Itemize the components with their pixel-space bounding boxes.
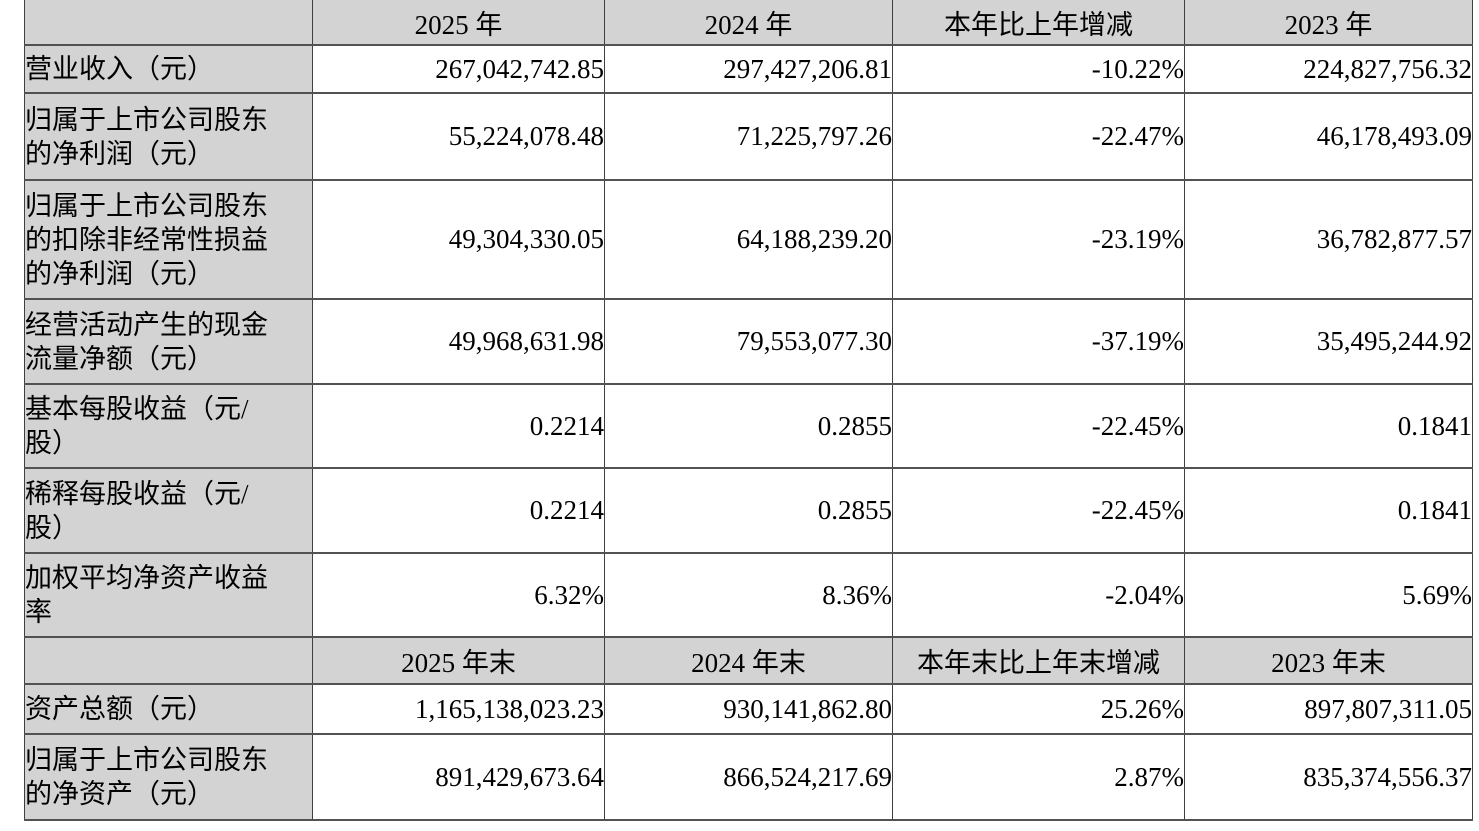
row-label: 归属于上市公司股东 的净利润（元） xyxy=(24,92,313,181)
value-2024: 8.36% xyxy=(604,552,893,638)
header-2023-end: 2023 年末 xyxy=(1184,636,1473,685)
header-period-end-change: 本年末比上年末增减 xyxy=(892,636,1185,685)
table-row-net-assets: 归属于上市公司股东 的净资产（元） 891,429,673.64 866,524… xyxy=(24,733,1473,821)
value-change: -22.45% xyxy=(892,467,1185,554)
value-2025: 0.2214 xyxy=(312,383,605,469)
key-financials-table: 2025 年 2024 年 本年比上年增减 2023 年 营业收入（元） 267… xyxy=(24,0,1473,821)
value-2024: 866,524,217.69 xyxy=(604,733,893,821)
value-2025: 49,304,330.05 xyxy=(312,179,605,300)
value-change: -22.47% xyxy=(892,92,1185,181)
value-change: -2.04% xyxy=(892,552,1185,638)
value-change: 25.26% xyxy=(892,683,1185,735)
value-2025: 267,042,742.85 xyxy=(312,44,605,94)
header-2025: 2025 年 xyxy=(312,0,605,46)
value-change: -23.19% xyxy=(892,179,1185,300)
value-2023: 0.1841 xyxy=(1184,467,1473,554)
value-2024: 930,141,862.80 xyxy=(604,683,893,735)
value-2025: 1,165,138,023.23 xyxy=(312,683,605,735)
table-row-basic-eps: 基本每股收益（元/ 股） 0.2214 0.2855 -22.45% 0.184… xyxy=(24,383,1473,469)
header-2023: 2023 年 xyxy=(1184,0,1473,46)
value-change: 2.87% xyxy=(892,733,1185,821)
value-2023: 35,495,244.92 xyxy=(1184,298,1473,385)
table-row-operating-cash-flow: 经营活动产生的现金 流量净额（元） 49,968,631.98 79,553,0… xyxy=(24,298,1473,385)
value-2025: 55,224,078.48 xyxy=(312,92,605,181)
value-2025: 49,968,631.98 xyxy=(312,298,605,385)
value-2023: 0.1841 xyxy=(1184,383,1473,469)
table-row-revenue: 营业收入（元） 267,042,742.85 297,427,206.81 -1… xyxy=(24,44,1473,94)
table-row-weighted-avg-roe: 加权平均净资产收益 率 6.32% 8.36% -2.04% 5.69% xyxy=(24,552,1473,638)
value-2024: 0.2855 xyxy=(604,383,893,469)
value-2024: 297,427,206.81 xyxy=(604,44,893,94)
value-change: -10.22% xyxy=(892,44,1185,94)
row-label: 营业收入（元） xyxy=(24,44,313,94)
value-2025: 0.2214 xyxy=(312,467,605,554)
value-2024: 71,225,797.26 xyxy=(604,92,893,181)
table-row-total-assets: 资产总额（元） 1,165,138,023.23 930,141,862.80 … xyxy=(24,683,1473,735)
row-label: 加权平均净资产收益 率 xyxy=(24,552,313,638)
value-2023: 46,178,493.09 xyxy=(1184,92,1473,181)
value-2025: 6.32% xyxy=(312,552,605,638)
value-2024: 64,188,239.20 xyxy=(604,179,893,300)
value-2024: 79,553,077.30 xyxy=(604,298,893,385)
value-2023: 5.69% xyxy=(1184,552,1473,638)
row-label: 稀释每股收益（元/ 股） xyxy=(24,467,313,554)
value-2023: 36,782,877.57 xyxy=(1184,179,1473,300)
table-header-row-period-end: 2025 年末 2024 年末 本年末比上年末增减 2023 年末 xyxy=(24,636,1473,685)
header-yoy-change: 本年比上年增减 xyxy=(892,0,1185,46)
value-2023: 897,807,311.05 xyxy=(1184,683,1473,735)
table-row-net-profit: 归属于上市公司股东 的净利润（元） 55,224,078.48 71,225,7… xyxy=(24,92,1473,181)
table-row-net-profit-excl-nonrecurring: 归属于上市公司股东 的扣除非经常性损益 的净利润（元） 49,304,330.0… xyxy=(24,179,1473,300)
row-label: 归属于上市公司股东 的扣除非经常性损益 的净利润（元） xyxy=(24,179,313,300)
header-blank-cell xyxy=(24,636,313,685)
row-label: 经营活动产生的现金 流量净额（元） xyxy=(24,298,313,385)
value-change: -37.19% xyxy=(892,298,1185,385)
value-change: -22.45% xyxy=(892,383,1185,469)
value-2023: 835,374,556.37 xyxy=(1184,733,1473,821)
value-2025: 891,429,673.64 xyxy=(312,733,605,821)
header-2024: 2024 年 xyxy=(604,0,893,46)
value-2024: 0.2855 xyxy=(604,467,893,554)
row-label: 资产总额（元） xyxy=(24,683,313,735)
table-row-diluted-eps: 稀释每股收益（元/ 股） 0.2214 0.2855 -22.45% 0.184… xyxy=(24,467,1473,554)
table-header-row-annual: 2025 年 2024 年 本年比上年增减 2023 年 xyxy=(24,0,1473,46)
header-2024-end: 2024 年末 xyxy=(604,636,893,685)
value-2023: 224,827,756.32 xyxy=(1184,44,1473,94)
row-label: 基本每股收益（元/ 股） xyxy=(24,383,313,469)
row-label: 归属于上市公司股东 的净资产（元） xyxy=(24,733,313,821)
header-blank-cell xyxy=(24,0,313,46)
header-2025-end: 2025 年末 xyxy=(312,636,605,685)
